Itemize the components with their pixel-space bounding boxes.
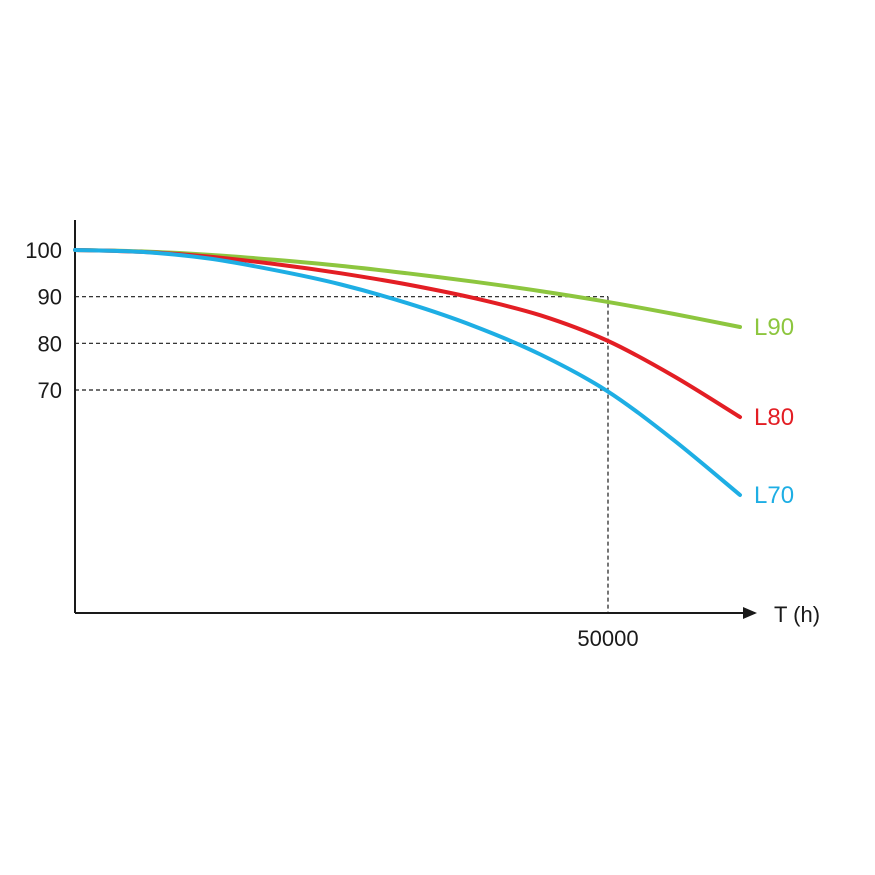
y-tick-labels: 100 90 80 70: [25, 238, 62, 403]
series-labels: L90 L80 L70: [754, 314, 794, 509]
x-axis-title: T (h): [774, 602, 820, 627]
y-tick-label: 70: [38, 378, 62, 403]
y-tick-label: 90: [38, 285, 62, 310]
series-label-l80: L80: [754, 404, 794, 431]
series-line-l90: [73, 248, 742, 329]
x-tick-labels: 50000: [577, 626, 638, 651]
reference-lines: [75, 296, 609, 613]
series-line-l70: [73, 248, 742, 497]
y-tick-label: 100: [25, 238, 62, 263]
x-tick-label: 50000: [577, 626, 638, 651]
series-label-l90: L90: [754, 314, 794, 341]
series-lines: [73, 248, 742, 497]
y-tick-label: 80: [38, 331, 62, 356]
series-label-l70: L70: [754, 482, 794, 509]
